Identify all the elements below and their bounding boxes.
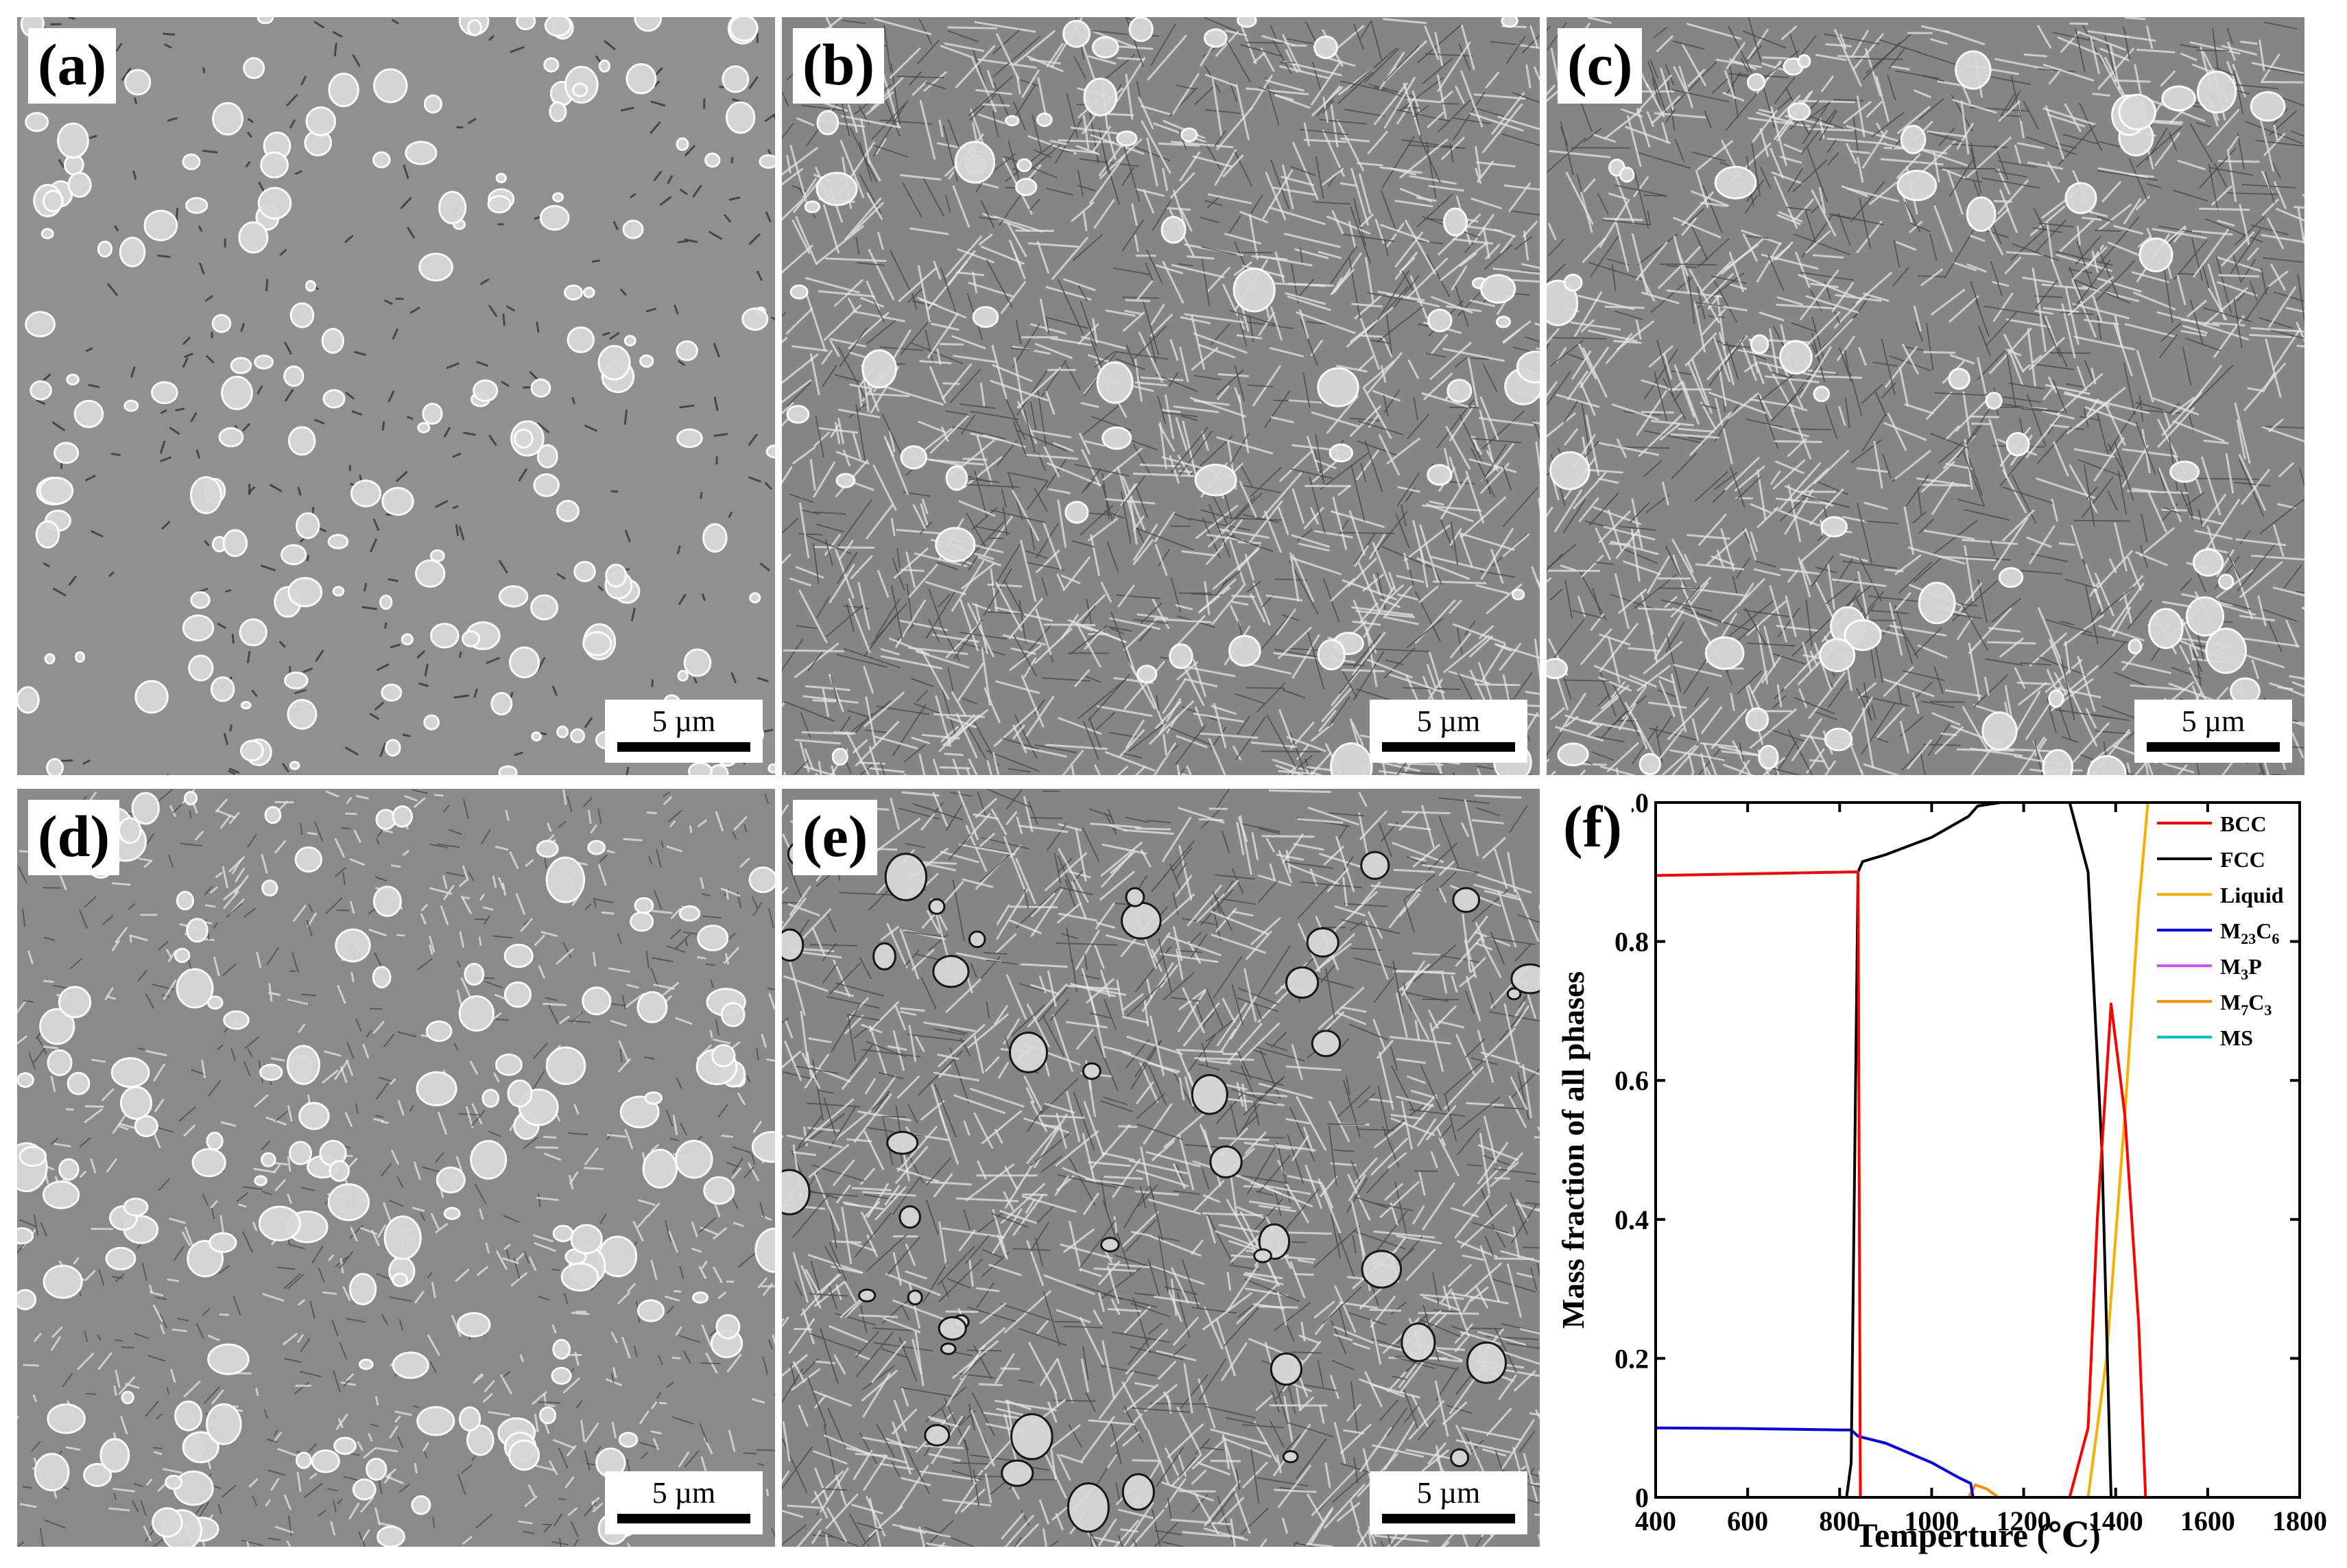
legend-label: M3P xyxy=(2220,954,2262,983)
legend-label: Liquid xyxy=(2220,883,2284,907)
y-axis-label: Mass fraction of all phases xyxy=(1556,971,1591,1329)
legend-item-m23c6: M23C6 xyxy=(2157,918,2279,947)
legend-item-m7c3: M7C3 xyxy=(2157,990,2272,1019)
series-line-m7c3 xyxy=(1656,1485,2300,1497)
scale-bar-e-text: 5 µm xyxy=(1370,1475,1527,1510)
legend-label: FCC xyxy=(2220,847,2265,872)
scale-bar-c-text: 5 µm xyxy=(2134,704,2292,739)
legend-label: BCC xyxy=(2220,811,2267,836)
legend-label: MS xyxy=(2220,1025,2253,1050)
legend-item-liquid: Liquid xyxy=(2157,883,2284,907)
scale-bar-b-text: 5 µm xyxy=(1370,704,1527,739)
x-tick-label: 600 xyxy=(1727,1506,1768,1536)
scale-bar-a-text: 5 µm xyxy=(605,704,763,739)
scale-bar-c-line xyxy=(2147,742,2280,752)
scale-bar-d: 5 µm xyxy=(605,1471,763,1534)
series-line-fcc xyxy=(1656,803,2300,1497)
micrograph-b-image xyxy=(782,17,1540,775)
series-line-liquid xyxy=(1656,803,2300,1497)
micrograph-e-image xyxy=(782,789,1540,1547)
panel-label-a: (a) xyxy=(28,28,116,104)
scale-bar-a: 5 µm xyxy=(605,700,763,763)
y-tick-label: 0.6 xyxy=(1615,1065,1649,1096)
x-axis-label: Temperture (℃) xyxy=(1855,1516,2100,1554)
panel-label-b: (b) xyxy=(793,28,884,104)
legend-item-ms: MS xyxy=(2157,1025,2253,1050)
y-tick-label: 0 xyxy=(1635,1482,1649,1513)
legend-item-fcc: FCC xyxy=(2157,847,2265,872)
scale-bar-e-line xyxy=(1382,1514,1515,1523)
scale-bar-c: 5 µm xyxy=(2134,700,2292,763)
micrograph-c: (c) 5 µm xyxy=(1547,17,2304,775)
scale-bar-e: 5 µm xyxy=(1370,1471,1527,1534)
y-tick-label: 0.2 xyxy=(1615,1343,1649,1374)
legend-label: M23C6 xyxy=(2220,918,2279,947)
plot-frame xyxy=(1656,803,2300,1497)
micrograph-a: (a) 5 µm xyxy=(17,17,775,775)
y-tick-label: 0.8 xyxy=(1615,927,1649,958)
panel-label-d: (d) xyxy=(28,800,119,875)
micrograph-a-image xyxy=(17,17,775,775)
y-tick-label: 0.4 xyxy=(1615,1204,1649,1235)
micrograph-d-image xyxy=(17,789,775,1547)
legend-item-m3p: M3P xyxy=(2157,954,2262,983)
scale-bar-b: 5 µm xyxy=(1370,700,1527,763)
scale-bar-b-line xyxy=(1382,742,1515,752)
panel-label-e: (e) xyxy=(793,800,877,875)
scale-bar-d-line xyxy=(617,1514,750,1523)
micrograph-e: (e) 5 µm xyxy=(782,789,1540,1547)
micrograph-b: (b) 5 µm xyxy=(782,17,1540,775)
legend-item-bcc: BCC xyxy=(2157,811,2267,836)
legend-label: M7C3 xyxy=(2220,990,2272,1019)
x-tick-label: 1600 xyxy=(2180,1506,2235,1536)
micrograph-d: (d) 5 µm xyxy=(17,789,775,1547)
scale-bar-a-line xyxy=(617,742,750,752)
legend: BCC FCC Liquid M23C6 M3P M7C3 MS xyxy=(2157,811,2284,1050)
x-tick-label: 1800 xyxy=(2272,1506,2327,1536)
panel-label-c: (c) xyxy=(1558,28,1642,104)
scale-bar-d-text: 5 µm xyxy=(605,1475,763,1510)
plot-area xyxy=(1656,803,2300,1497)
panel-label-f: (f) xyxy=(1553,790,1632,866)
micrograph-c-image xyxy=(1547,17,2304,775)
